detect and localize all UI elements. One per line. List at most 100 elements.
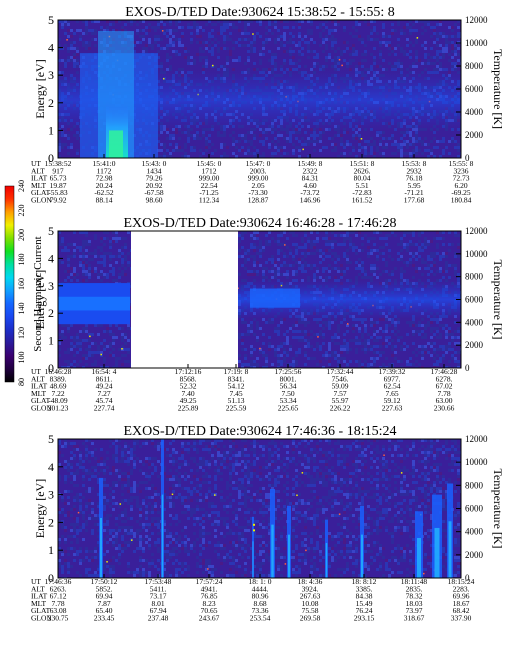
noise-dot [341, 64, 343, 67]
energy-tick-label: 2 [48, 515, 54, 529]
ephemeris-cell: 225.59 [226, 404, 247, 413]
noise-dot [259, 347, 261, 350]
ephemeris-cell: 6278. [436, 374, 453, 383]
ephemeris-cell: 7.22 [51, 389, 64, 398]
ephemeris-cell: 62.54 [384, 382, 401, 391]
ephemeris-cell: 8611. [96, 374, 113, 383]
ephemeris-cell: 15:38:52 [45, 159, 72, 168]
ephemeris-cell: 7.65 [385, 389, 398, 398]
ephemeris-cell: 75.58 [302, 606, 319, 615]
ephemeris-cell: 76.18 [406, 174, 423, 183]
ephemeris-row-label: GLON [31, 404, 52, 413]
ephemeris-cell: 76.85 [201, 592, 218, 601]
colorbar: 80 100 120 140 160 180 200 220 240 Second Harmoni… [4, 180, 44, 386]
ephemeris-cell: 48.69 [50, 382, 67, 391]
ephemeris-cell: 253.54 [250, 614, 271, 623]
ephemeris-row-label: UT [31, 577, 41, 586]
burst-streak-core [271, 524, 274, 578]
temperature-tick-label: 12000 [465, 226, 488, 236]
energy-tick-label: 2 [48, 96, 54, 110]
ephemeris-cell: 69.96 [453, 592, 470, 601]
noise-dot [214, 494, 216, 496]
ion-band-core [58, 296, 130, 311]
ephemeris-cell: 227.63 [382, 404, 403, 413]
ephemeris-cell: 15:55: 8 [449, 159, 474, 168]
ephemeris-cell: 15:53: 8 [402, 159, 427, 168]
energy-tick-label: 1 [48, 543, 54, 557]
ephemeris-cell: 18: 8:12 [352, 577, 377, 586]
burst-streak-core [325, 542, 328, 578]
energy-tick-label: 5 [48, 224, 54, 238]
ephemeris-cell: 2.05 [251, 181, 264, 190]
ephemeris-cell: 233.45 [94, 614, 115, 623]
ephemeris-cell: 59.12 [384, 396, 401, 405]
noise-dot [207, 568, 209, 570]
ephemeris-cell: 8389. [50, 374, 67, 383]
ephemeris-cell: 3236 [454, 166, 469, 175]
temperature-tick-label: 2000 [465, 340, 484, 350]
ephemeris-cell: 10.08 [302, 599, 319, 608]
temperature-tick-label: 6000 [465, 84, 484, 94]
energy-axis-label: Energy [eV] [33, 59, 47, 118]
temperature-tick-label: 0 [465, 363, 470, 373]
temperature-tick-label: 2000 [465, 550, 484, 560]
ephemeris-cell: 78.32 [406, 592, 423, 601]
ephemeris-cell: 15:49: 8 [298, 159, 323, 168]
noise-dot [131, 539, 133, 541]
ephemeris-row-label: MLT [31, 599, 47, 608]
panel-title: EXOS-D/TED Date:930624 15:38:52 - 15:55:… [125, 5, 394, 20]
temperature-tick-label: 10000 [465, 457, 488, 467]
colorbar-tick-label: 80 [17, 378, 26, 386]
ephemeris-cell: 22.54 [201, 181, 218, 190]
noise-dot [106, 561, 108, 563]
temperature-axis-label: Temperature [K] [491, 468, 505, 548]
ephemeris-cell: 17:12:16 [175, 367, 202, 376]
ephemeris-cell: 230.66 [434, 404, 455, 413]
burst-streak-core [288, 534, 290, 578]
ephemeris-cell: 17:39:32 [379, 367, 406, 376]
energy-tick-label: 3 [48, 68, 54, 82]
temperature-tick-label: 4000 [465, 527, 484, 537]
temperature-tick-label: 6000 [465, 295, 484, 305]
ephemeris-cell: 180.84 [451, 196, 472, 205]
ephemeris-cell: 7.78 [51, 599, 64, 608]
colorbar-label: Second Harmonic Current [32, 236, 44, 351]
ephemeris-cell: 79.26 [146, 174, 163, 183]
ephemeris-cell: 201.23 [48, 404, 69, 413]
ephemeris-cell: 1434 [147, 166, 162, 175]
noise-dot [317, 336, 319, 338]
ephemeris-cell: 2003. [250, 166, 267, 175]
temperature-tick-label: 4000 [465, 317, 484, 327]
burst-streak-core [252, 541, 254, 578]
ephemeris-cell: 7.50 [281, 389, 294, 398]
noise-dot [171, 493, 174, 496]
noise-dot [296, 494, 298, 497]
ephemeris-row-label: GLON [31, 196, 52, 205]
colorbar-tick-label: 140 [17, 303, 26, 315]
ephemeris-cell: 20.92 [146, 181, 163, 190]
ephemeris-cell: 16:46:28 [45, 367, 72, 376]
noise-dot [89, 335, 91, 338]
panels-layer: 012345020004000600080001000012000Energy … [31, 5, 505, 623]
ephemeris-cell: 18: 4:36 [298, 577, 323, 586]
noise-dot [119, 503, 122, 505]
temperature-tick-label: 8000 [465, 480, 484, 490]
ephemeris-cell: 4.60 [303, 181, 316, 190]
ephemeris-cell: 5411. [150, 584, 167, 593]
ephemeris-cell: 79.92 [50, 196, 67, 205]
ephemeris-cell: 17:50:12 [91, 577, 118, 586]
ephemeris-cell: 84.38 [356, 592, 373, 601]
ephemeris-cell: 8001. [280, 374, 297, 383]
ephemeris-cell: 63.08 [50, 606, 67, 615]
panel-title: EXOS-D/TED Date:930624 17:46:36 - 18:15:… [124, 424, 397, 439]
ephemeris-cell: 146.96 [300, 196, 321, 205]
energy-tick-label: 1 [48, 123, 54, 137]
ephemeris-cell: 17:57:24 [196, 577, 223, 586]
ephemeris-cell: 7.57 [333, 389, 346, 398]
ephemeris-cell: -71.21 [404, 188, 424, 197]
ephemeris-cell: 7.78 [437, 389, 450, 398]
ephemeris-cell: 6977. [384, 374, 401, 383]
ephemeris-cell: 80.04 [354, 174, 371, 183]
ephemeris-cell: 65.40 [96, 606, 113, 615]
energy-tick-label: 0 [48, 361, 54, 375]
